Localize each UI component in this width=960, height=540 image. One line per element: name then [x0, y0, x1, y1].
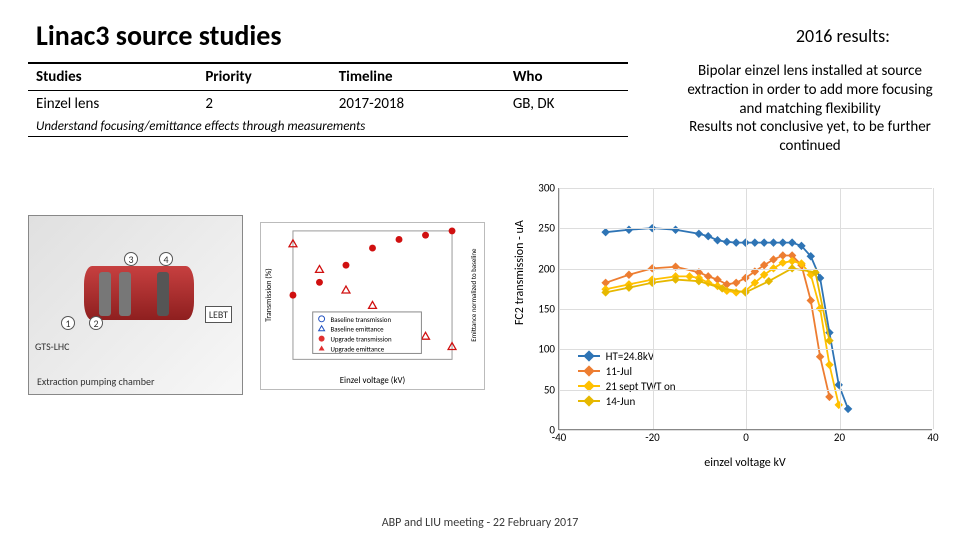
svg-text:Emittance normalized to baseli: Emittance normalized to baseline [469, 248, 478, 342]
y-axis-label: FC2 transmission - uA [513, 220, 527, 325]
svg-text:Baseline transmission: Baseline transmission [331, 315, 392, 324]
svg-text:Baseline emittance: Baseline emittance [331, 325, 385, 334]
fc2-transmission-chart: FC2 transmission - uA HT=24.8kV11-Jul21 … [510, 180, 940, 470]
table-note: Understand focusing/emittance effects th… [28, 117, 628, 137]
svg-text:Transmission (%): Transmission (%) [264, 268, 274, 322]
col-header: Who [505, 63, 628, 91]
source-cross-section-figure: GTS-LHC Extraction pumping chamber LEBT … [28, 215, 243, 395]
col-header: Studies [28, 63, 197, 91]
svg-text:Einzel voltage (kV): Einzel voltage (kV) [340, 376, 406, 386]
results-text: Bipolar einzel lens installed at source … [680, 62, 940, 156]
studies-table: StudiesPriorityTimelineWho Einzel lens22… [28, 62, 628, 137]
col-header: Timeline [331, 63, 505, 91]
x-axis-label: einzel voltage kV [558, 456, 932, 470]
results-header: 2016 results: [796, 25, 890, 47]
page-title: Linac3 source studies [36, 18, 282, 53]
col-header: Priority [197, 63, 330, 91]
svg-text:Upgrade emittance: Upgrade emittance [331, 344, 385, 353]
footer-text: ABP and LIU meeting - 22 February 2017 [0, 516, 960, 530]
transmission-emittance-chart: Einzel voltage (kV) Transmission (%) Emitt… [260, 222, 485, 390]
chart-legend: HT=24.8kV11-Jul21 sept TWT on14-Jun [578, 350, 676, 410]
svg-text:Upgrade transmission: Upgrade transmission [331, 335, 392, 344]
table-row: Einzel lens22017-2018GB, DK [28, 91, 628, 118]
